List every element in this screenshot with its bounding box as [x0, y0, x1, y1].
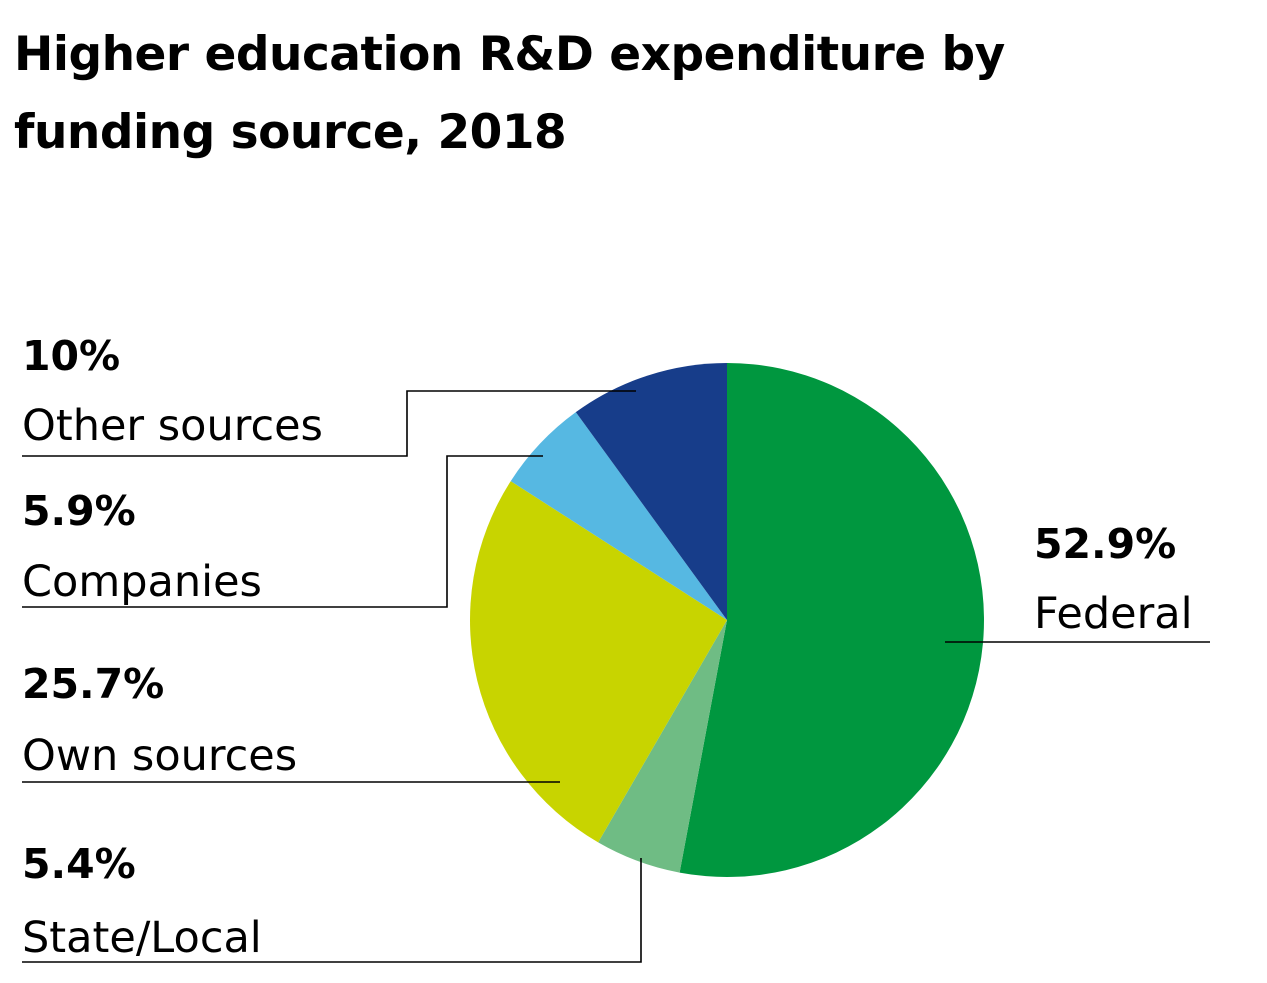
pie-slice-other-sources [575, 363, 727, 620]
data-label-name-state-local: State/Local [22, 913, 262, 963]
pie-slice-state-local [598, 620, 727, 873]
data-label-pct-state-local: 5.4% [22, 840, 136, 888]
chart-title-line-2: funding source, 2018 [14, 105, 566, 160]
chart-title-line-1: Higher education R&D expenditure by [14, 27, 1005, 82]
leader-line-companies [22, 455, 543, 608]
data-label-pct-federal: 52.9% [1034, 520, 1176, 568]
data-label-pct-companies: 5.9% [22, 487, 136, 535]
data-label-name-federal: Federal [1034, 589, 1193, 639]
data-label-pct-own-sources: 25.7% [22, 660, 164, 708]
data-label-name-companies: Companies [22, 557, 262, 607]
leader-line-other-sources [22, 390, 636, 457]
slice-labels: 52.9% Federal 5.4% State/Local 25.7% Own sour… [22, 332, 1193, 963]
data-label-name-own-sources: Own sources [22, 731, 297, 781]
pie-slices [470, 363, 984, 877]
data-label-pct-other-sources: 10% [22, 332, 120, 380]
leader-line-state-local [22, 858, 642, 963]
pie-slice-companies [510, 412, 727, 620]
pie-slice-federal [679, 363, 984, 877]
leader-lines [22, 390, 1210, 963]
data-label-name-other-sources: Other sources [22, 401, 323, 451]
pie-slice-own-sources [470, 481, 727, 843]
